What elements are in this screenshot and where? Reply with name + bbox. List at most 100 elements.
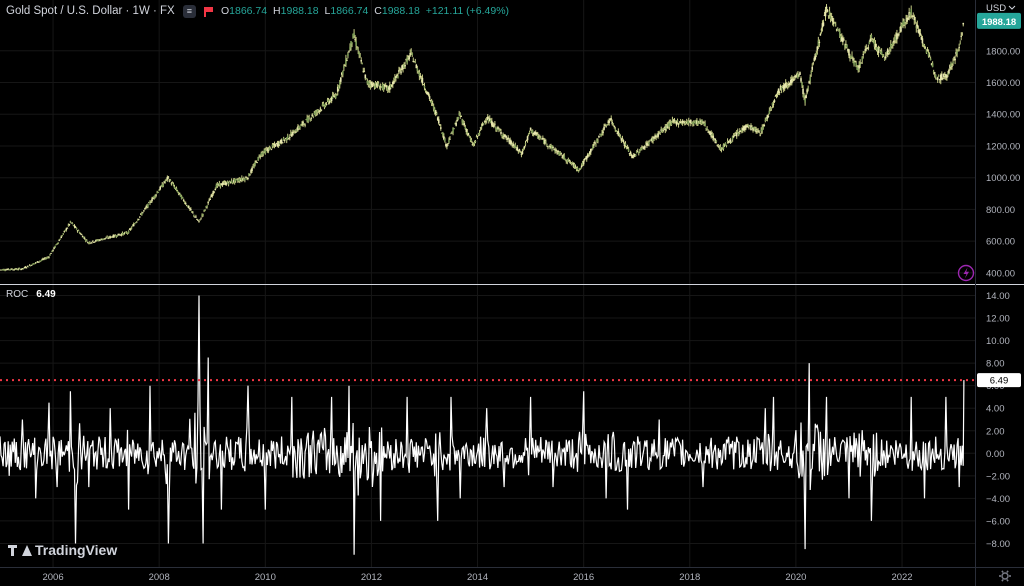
price-candle [17, 268, 20, 270]
price-candle [36, 261, 39, 263]
price-candle [5, 269, 7, 271]
price-candle [548, 146, 550, 148]
price-candle [607, 121, 609, 123]
price-candle [186, 205, 189, 208]
price-candle [75, 227, 78, 230]
price-candle [213, 191, 216, 193]
roc-series-line [0, 295, 965, 555]
symbol-title[interactable]: Gold Spot / U.S. Dollar · 1W · FX [6, 5, 175, 17]
price-candle [302, 121, 304, 125]
price-candle [918, 29, 921, 35]
gear-icon[interactable] [999, 570, 1011, 582]
price-candle [756, 130, 758, 131]
price-candle [49, 254, 51, 256]
price-candle [157, 192, 159, 193]
price-candle [462, 122, 465, 125]
interval-toggle-button[interactable]: ≡ [182, 4, 196, 18]
price-candle [670, 121, 673, 125]
price-candle [124, 231, 127, 233]
price-candle [248, 173, 250, 177]
price-candle [231, 182, 234, 184]
price-candle [371, 83, 374, 88]
price-candle [605, 126, 607, 128]
price-candle [451, 132, 453, 134]
price-candle [948, 69, 950, 74]
price-candle [32, 263, 35, 265]
price-candle [171, 183, 174, 184]
flag-icon[interactable] [203, 6, 213, 17]
price-candle [839, 35, 842, 40]
price-candle [562, 154, 565, 158]
open-value: 1866.74 [229, 5, 268, 17]
price-candle [362, 71, 365, 73]
price-candle [774, 95, 777, 97]
currency-label[interactable]: USD [986, 3, 1006, 14]
price-candle [368, 82, 371, 85]
price-candle [437, 119, 440, 124]
price-candle [184, 202, 187, 204]
price-candle [352, 33, 354, 39]
price-candle [801, 82, 803, 86]
price-candle [857, 66, 859, 71]
price-candle [430, 100, 433, 104]
price-candle [820, 29, 823, 31]
price-candle [504, 134, 506, 137]
last-roc-tag-bg [977, 373, 1021, 388]
price-candle [344, 65, 346, 67]
gear-icon-tooth [1006, 570, 1009, 573]
price-candle [671, 119, 674, 121]
price-candle [296, 129, 298, 132]
close-value: 1988.18 [381, 5, 420, 17]
price-candle [579, 167, 582, 169]
price-candle [942, 78, 944, 80]
price-candle [173, 186, 176, 189]
price-candle [381, 83, 384, 89]
price-candle [781, 85, 784, 87]
price-candle [755, 129, 757, 133]
price-candle [134, 222, 137, 224]
price-candle [325, 104, 328, 105]
indicator-value: 6.49 [36, 289, 56, 300]
price-candle [961, 33, 964, 35]
tradingview-logo[interactable]: TradingView [8, 542, 117, 558]
price-candle [393, 81, 395, 84]
price-candle [673, 119, 676, 122]
price-candle [378, 88, 381, 90]
price-candle [855, 63, 857, 67]
price-candle [925, 50, 928, 54]
roc-indicator-legend[interactable]: ROC 6.49 [6, 289, 56, 300]
roc-axis-label: 2.00 [986, 426, 1005, 437]
price-candle [545, 141, 547, 143]
price-candle [195, 216, 197, 218]
price-candle [864, 49, 867, 52]
price-candle [21, 268, 24, 270]
price-candle [492, 122, 494, 127]
price-candle [655, 136, 657, 138]
price-candle [500, 131, 502, 134]
price-candle [288, 137, 291, 138]
price-candle [732, 135, 735, 138]
price-candle [28, 264, 31, 266]
price-candle [452, 127, 454, 134]
price-candle [680, 123, 683, 125]
price-candle [838, 30, 841, 37]
lightning-icon[interactable] [957, 264, 975, 282]
price-candle [326, 99, 329, 101]
price-candle [818, 41, 821, 44]
price-candle [220, 183, 223, 186]
roc-axis-label: −8.00 [986, 539, 1010, 550]
price-candle [717, 146, 720, 148]
price-candle [741, 129, 743, 132]
price-candle [926, 49, 929, 51]
price-candle [29, 265, 32, 266]
price-candle [856, 67, 858, 70]
price-candle [633, 153, 636, 157]
price-candle [25, 267, 28, 269]
price-candle [921, 38, 924, 44]
price-candle [151, 198, 153, 201]
price-candle [950, 62, 952, 67]
price-candle [366, 80, 369, 84]
price-candle [612, 123, 615, 124]
price-candle [260, 152, 263, 156]
